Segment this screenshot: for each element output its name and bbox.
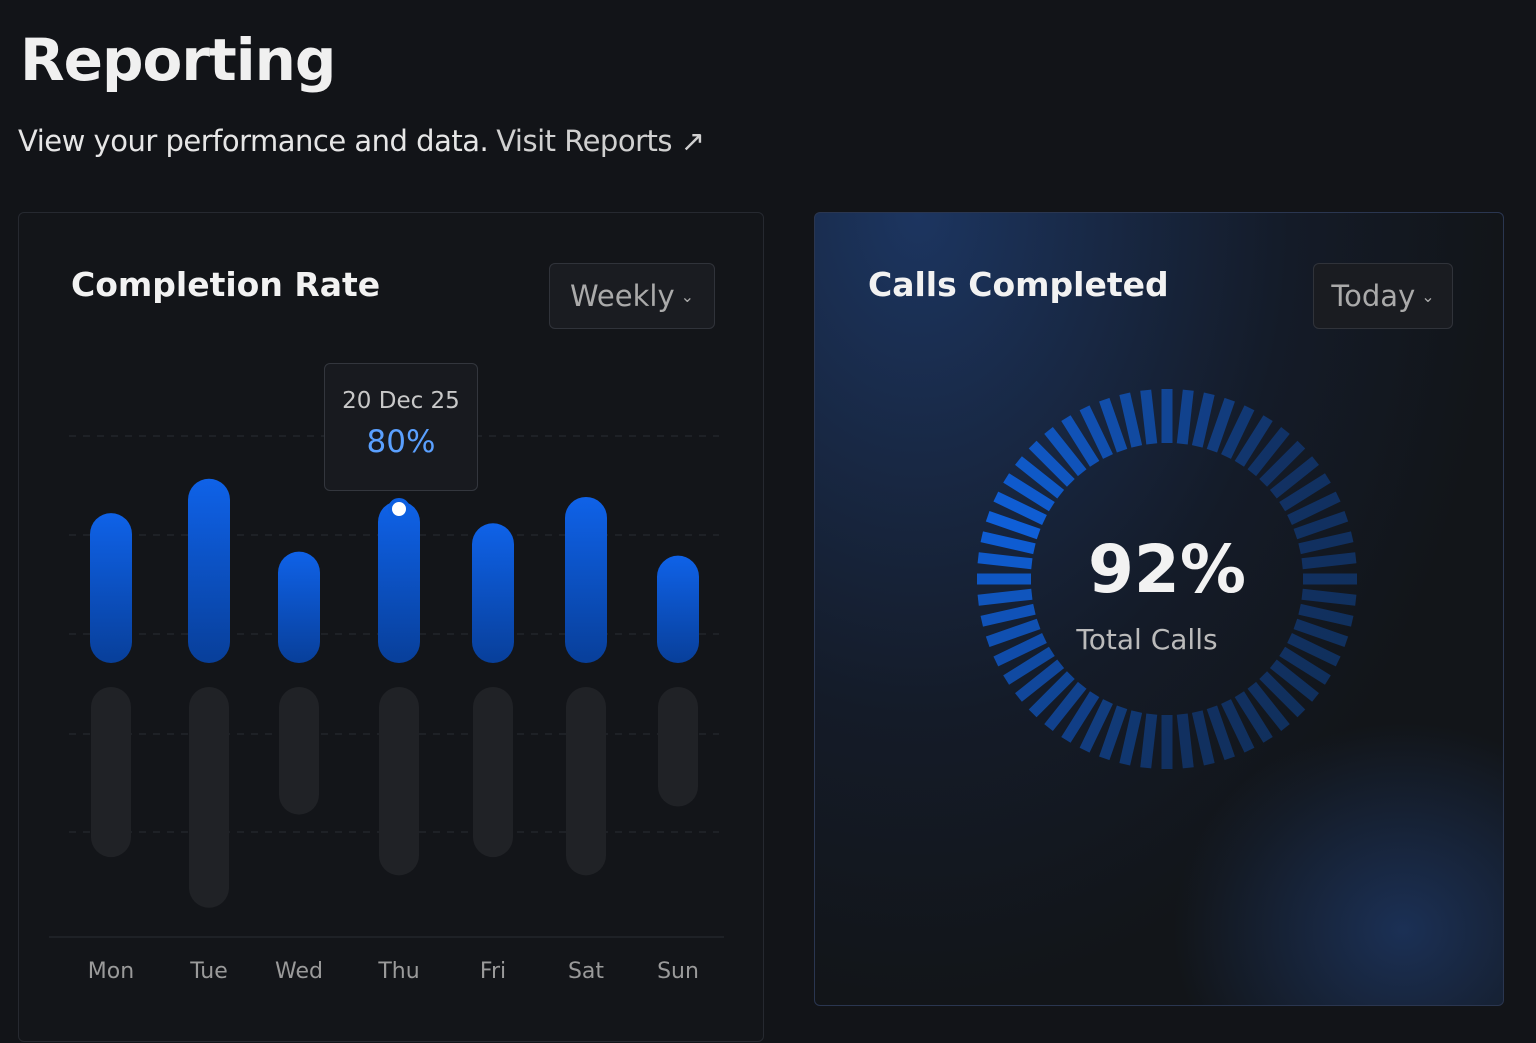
ring-tick bbox=[993, 633, 1047, 667]
ring-tick bbox=[1269, 659, 1319, 702]
ring-tick bbox=[1099, 397, 1128, 453]
bar-completed-mon[interactable] bbox=[90, 513, 132, 663]
ring-tick bbox=[1119, 710, 1143, 766]
ring-tick bbox=[1191, 392, 1215, 448]
ring-tick bbox=[1259, 671, 1306, 718]
period-dropdown[interactable]: Today ⌄ bbox=[1313, 263, 1453, 329]
ring-tick bbox=[1287, 633, 1341, 667]
x-label-sun: Sun bbox=[657, 959, 699, 984]
ring-tick bbox=[1176, 713, 1194, 769]
bar-remaining-sun[interactable] bbox=[658, 687, 698, 807]
visit-reports-link[interactable]: Visit Reports ↗︎ bbox=[496, 124, 705, 158]
calls-percentage: 92% bbox=[1088, 531, 1246, 608]
ring-tick bbox=[1119, 392, 1143, 448]
ring-tick bbox=[1061, 415, 1100, 467]
ring-tick bbox=[1015, 659, 1065, 702]
bar-remaining-sat[interactable] bbox=[566, 687, 606, 876]
ring-tick bbox=[1028, 440, 1075, 487]
dropdown-value: Today bbox=[1331, 279, 1416, 313]
ring-tick bbox=[980, 603, 1036, 627]
ring-tick bbox=[1079, 405, 1113, 459]
bar-completed-wed[interactable] bbox=[278, 551, 320, 663]
ring-tick bbox=[985, 511, 1041, 540]
ring-tick bbox=[980, 531, 1036, 555]
x-label-fri: Fri bbox=[479, 959, 507, 984]
bar-remaining-thu[interactable] bbox=[379, 687, 419, 876]
card-title: Completion Rate bbox=[71, 265, 381, 304]
dropdown-value: Weekly bbox=[569, 279, 675, 313]
ring-tick bbox=[1301, 588, 1357, 606]
ring-tick bbox=[1287, 491, 1341, 525]
x-label-thu: Thu bbox=[378, 959, 420, 984]
ring-tick bbox=[1140, 389, 1158, 445]
bar-remaining-fri[interactable] bbox=[473, 687, 513, 858]
visit-reports-label: Visit Reports bbox=[496, 124, 672, 158]
chevron-down-icon: ⌄ bbox=[680, 286, 695, 306]
ring-tick bbox=[1269, 456, 1319, 499]
bar-remaining-wed[interactable] bbox=[279, 687, 319, 815]
ring-tick bbox=[1015, 456, 1065, 499]
ring-tick bbox=[1044, 427, 1087, 477]
ring-tick bbox=[1234, 691, 1273, 743]
bar-completed-sun[interactable] bbox=[657, 555, 699, 663]
ring-tick bbox=[1247, 427, 1290, 477]
external-link-icon: ↗︎ bbox=[680, 124, 705, 158]
bar-chart bbox=[49, 435, 724, 938]
page-subtitle: View your performance and data. Visit Rep… bbox=[18, 124, 705, 158]
ring-tick bbox=[1298, 531, 1354, 555]
bar-completed-tue[interactable] bbox=[188, 478, 230, 663]
card-title: Calls Completed bbox=[868, 265, 1169, 304]
x-label-tue: Tue bbox=[190, 959, 228, 984]
chart-tooltip: 20 Dec 25 80% bbox=[324, 363, 478, 491]
ring-tick bbox=[1003, 646, 1055, 685]
ring-tick bbox=[1206, 705, 1235, 761]
ring-tick bbox=[1247, 681, 1290, 731]
tooltip-value: 80% bbox=[366, 424, 436, 460]
bar-completed-sat[interactable] bbox=[565, 496, 607, 663]
calls-completed-card: Calls Completed Today ⌄ 92% Total Calls bbox=[814, 212, 1504, 1006]
bar-remaining-mon[interactable] bbox=[91, 687, 131, 858]
x-label-sat: Sat bbox=[567, 959, 605, 984]
tooltip-date: 20 Dec 25 bbox=[342, 388, 460, 414]
ring-tick bbox=[1003, 473, 1055, 512]
ring-tick bbox=[1061, 691, 1100, 743]
ring-tick bbox=[1221, 699, 1255, 753]
ring-tick bbox=[977, 588, 1033, 606]
subtitle-text: View your performance and data. bbox=[18, 124, 489, 158]
page-title: Reporting bbox=[20, 26, 336, 94]
ring-tick bbox=[977, 552, 1033, 570]
ring-tick bbox=[993, 491, 1047, 525]
ring-tick bbox=[1044, 681, 1087, 731]
radial-progress bbox=[977, 389, 1357, 769]
ring-tick bbox=[1293, 618, 1349, 647]
ring-tick bbox=[1028, 671, 1075, 718]
x-label-mon: Mon bbox=[87, 959, 135, 984]
ring-tick bbox=[1206, 397, 1235, 453]
highlight-point bbox=[388, 498, 410, 520]
ring-tick bbox=[1298, 603, 1354, 627]
ring-tick bbox=[1279, 473, 1331, 512]
ring-tick bbox=[1191, 710, 1215, 766]
ring-tick bbox=[1140, 713, 1158, 769]
bar-remaining-tue[interactable] bbox=[189, 687, 229, 908]
ring-tick bbox=[1176, 389, 1194, 445]
ring-tick bbox=[1301, 552, 1357, 570]
ring-tick bbox=[985, 618, 1041, 647]
ring-tick bbox=[1079, 699, 1113, 753]
chevron-down-icon: ⌄ bbox=[1421, 286, 1435, 306]
ring-tick bbox=[1221, 405, 1255, 459]
completion-rate-card: Completion Rate Weekly ⌄ 20 Dec 25 80% Mon… bbox=[18, 212, 764, 1042]
x-label-wed: Wed bbox=[275, 959, 323, 984]
calls-label: Total Calls bbox=[1076, 623, 1218, 656]
ring-tick bbox=[1234, 415, 1273, 467]
ring-tick bbox=[1293, 511, 1349, 540]
bar-completed-thu[interactable] bbox=[378, 501, 420, 663]
ring-tick bbox=[1279, 646, 1331, 685]
bar-completed-fri[interactable] bbox=[472, 523, 514, 663]
ring-tick bbox=[1099, 705, 1128, 761]
period-dropdown[interactable]: Weekly ⌄ bbox=[549, 263, 715, 329]
ring-tick bbox=[1259, 440, 1306, 487]
